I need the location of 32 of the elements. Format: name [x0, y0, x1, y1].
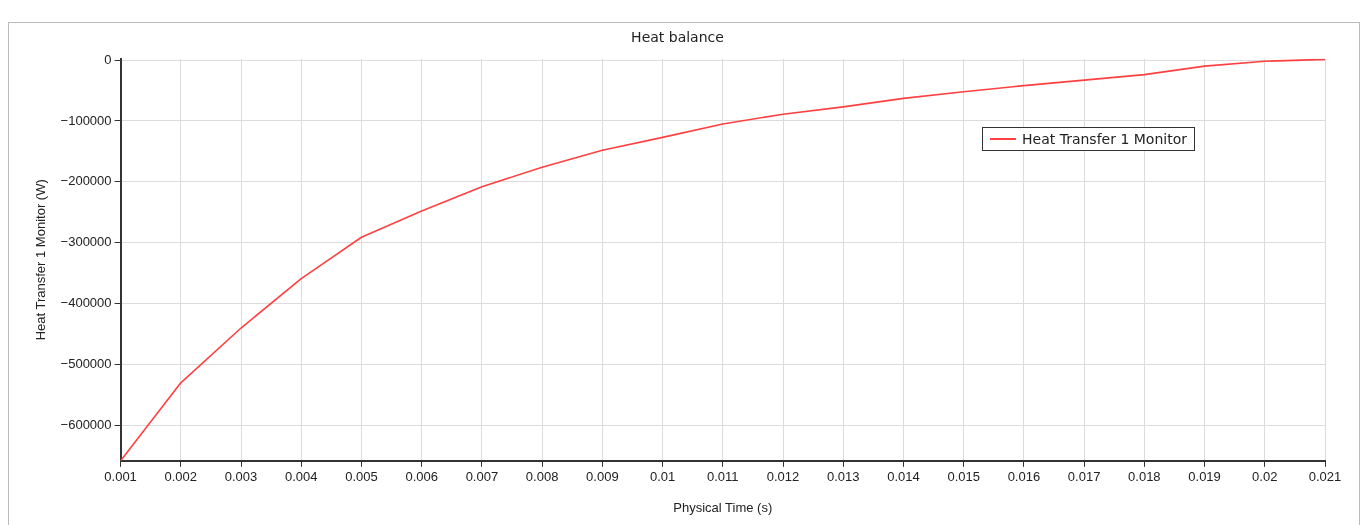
- x-tick-label: 0.011: [707, 469, 739, 485]
- x-tick-label: 0.015: [947, 469, 980, 485]
- y-tick-label: −300000: [60, 234, 112, 250]
- x-tick-label: 0.009: [586, 469, 619, 485]
- x-tick-label: 0.01: [649, 469, 676, 485]
- x-tick-label: 0.003: [224, 469, 258, 485]
- x-tick-label: 0.012: [766, 469, 800, 485]
- y-tick-label: −100000: [60, 112, 112, 128]
- x-tick-label: 0.002: [164, 469, 198, 485]
- x-tick-label: 0.008: [525, 469, 559, 485]
- x-tick-label: 0.019: [1188, 469, 1221, 485]
- x-tick-label: 0.021: [1308, 469, 1342, 485]
- x-tick-label: 0.006: [405, 469, 438, 485]
- x-tick-label: 0.001: [104, 469, 137, 485]
- x-tick-label: 0.004: [284, 469, 318, 485]
- legend-label: Heat Transfer 1 Monitor: [1022, 130, 1187, 147]
- y-axis-title: Heat Transfer 1 Monitor (W): [33, 179, 49, 341]
- y-tick-label: −600000: [60, 417, 112, 433]
- x-tick-label: 0.013: [826, 469, 860, 485]
- x-tick-label: 0.018: [1128, 469, 1161, 485]
- x-tick-label: 0.014: [887, 469, 920, 485]
- x-tick-label: 0.017: [1067, 469, 1101, 485]
- y-tick-label: −400000: [60, 295, 112, 311]
- x-tick-label: 0.016: [1007, 469, 1041, 485]
- x-tick-label: 0.005: [345, 469, 378, 485]
- y-tick-label: 0: [104, 51, 112, 67]
- x-tick-label: 0.007: [465, 469, 499, 485]
- y-tick-label: −500000: [60, 356, 112, 372]
- y-tick-label: −200000: [60, 173, 112, 189]
- x-tick-label: 0.02: [1252, 469, 1278, 485]
- chart-title: Heat balance: [631, 29, 724, 46]
- x-axis-title: Physical Time (s): [673, 499, 773, 515]
